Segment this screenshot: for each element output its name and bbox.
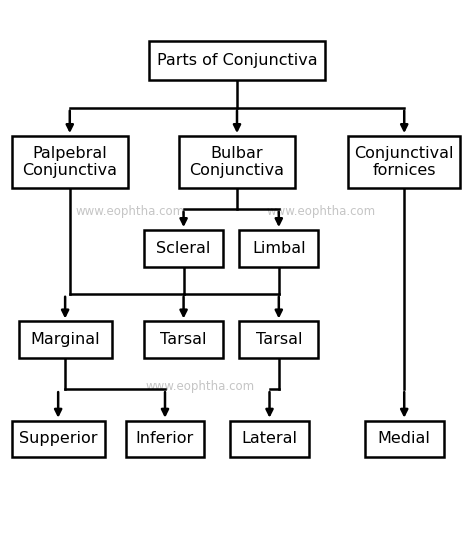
FancyBboxPatch shape: [144, 321, 223, 358]
Text: Marginal: Marginal: [30, 332, 100, 347]
FancyBboxPatch shape: [239, 321, 319, 358]
Text: Bulbar
Conjunctiva: Bulbar Conjunctiva: [190, 146, 284, 178]
FancyBboxPatch shape: [12, 421, 105, 457]
Text: Inferior: Inferior: [136, 431, 194, 446]
Text: Medial: Medial: [378, 431, 431, 446]
Text: Tarsal: Tarsal: [160, 332, 207, 347]
Text: Limbal: Limbal: [252, 241, 306, 256]
Text: Tarsal: Tarsal: [255, 332, 302, 347]
Text: Scleral: Scleral: [156, 241, 211, 256]
Text: Palpebral
Conjunctiva: Palpebral Conjunctiva: [22, 146, 117, 178]
FancyBboxPatch shape: [149, 41, 325, 80]
FancyBboxPatch shape: [18, 321, 111, 358]
Text: www.eophtha.com: www.eophtha.com: [145, 380, 255, 393]
FancyBboxPatch shape: [179, 136, 295, 188]
FancyBboxPatch shape: [365, 421, 444, 457]
FancyBboxPatch shape: [144, 230, 223, 266]
Text: Lateral: Lateral: [242, 431, 298, 446]
FancyBboxPatch shape: [126, 421, 204, 457]
Text: Conjunctival
fornices: Conjunctival fornices: [355, 146, 454, 178]
Text: Parts of Conjunctiva: Parts of Conjunctiva: [157, 53, 317, 68]
FancyBboxPatch shape: [12, 136, 128, 188]
FancyBboxPatch shape: [230, 421, 309, 457]
FancyBboxPatch shape: [239, 230, 319, 266]
Text: www.eophtha.com: www.eophtha.com: [266, 205, 375, 218]
FancyBboxPatch shape: [348, 136, 460, 188]
Text: Supperior: Supperior: [19, 431, 98, 446]
Text: www.eophtha.com: www.eophtha.com: [75, 205, 185, 218]
